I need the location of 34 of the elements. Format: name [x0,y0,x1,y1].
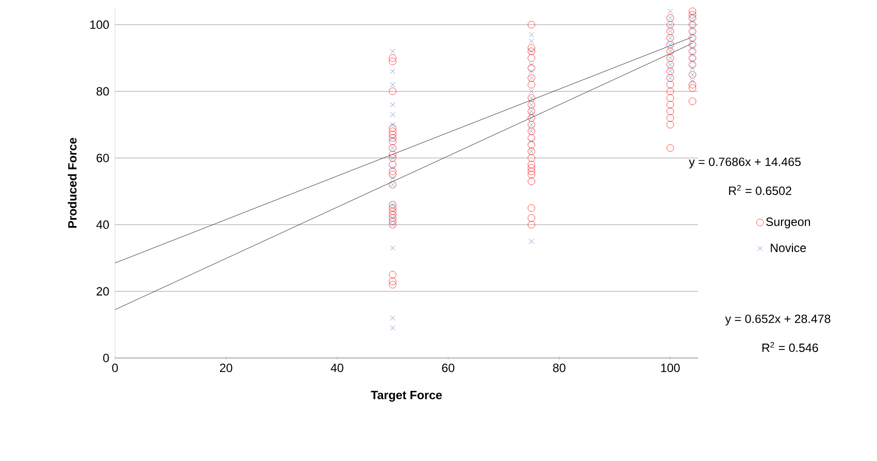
point [528,88,534,94]
x-tick-label: 0 [112,364,118,372]
text: y = 0.652x + 28.478 [725,314,830,326]
text: R$^{2}$ = 0.6502 [729,184,792,195]
y-axis-title: Produced Force [68,138,77,228]
y-tick-label: 80 [96,87,109,96]
x-tick-label: 100 [661,364,680,372]
x-tick-label: 80 [553,364,566,372]
text: R$^{2}$ = 0.546 [762,342,818,352]
point [668,8,673,14]
x-tick-label: 60 [442,364,454,372]
point [390,325,396,331]
point [390,68,396,74]
x-tick-label: 20 [220,364,232,372]
point [390,245,396,251]
y-tick-label: 40 [96,220,109,229]
point [390,82,396,88]
point [528,32,534,38]
y-tick-label: 20 [96,287,109,296]
y-tick-label: 60 [96,154,109,162]
x-tick-label: 40 [330,364,344,372]
point [528,112,534,118]
legend-label: Surgeon [766,218,810,228]
point [528,238,534,244]
annotation: y = 0.7686x + 14.465 [688,158,801,168]
y-tick-label: 100 [90,20,109,29]
point [390,102,396,108]
point [390,315,396,321]
point [390,112,396,118]
point [390,48,396,54]
y-tick-label: 0 [103,354,109,362]
x-axis-title: Target Force [370,390,442,402]
point [528,38,534,44]
legend-label: Novice [770,243,806,252]
